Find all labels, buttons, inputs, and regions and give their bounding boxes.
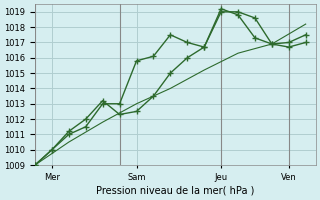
X-axis label: Pression niveau de la mer( hPa ): Pression niveau de la mer( hPa ) (96, 186, 255, 196)
